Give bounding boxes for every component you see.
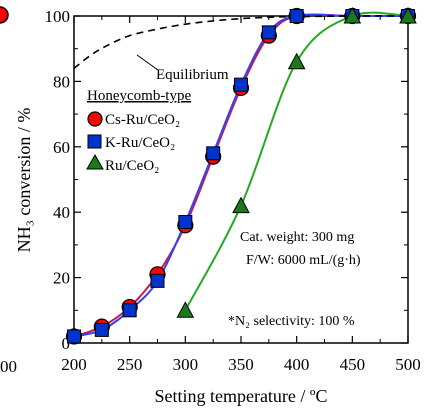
legend-label-ru: Ru/CeO₂ xyxy=(105,158,159,174)
y-tick-label: 0 xyxy=(62,334,71,353)
legend-title: Honeycomb-type xyxy=(87,88,191,104)
legend-label-cs: Cs-Ru/CeO₂ xyxy=(105,112,180,128)
ru-ceo-point xyxy=(343,6,362,24)
k-ru-ceo-point xyxy=(67,329,81,344)
k-ru-ceo-point xyxy=(122,303,137,318)
k-ru-ceo-point xyxy=(206,146,221,161)
legend-marker-ru xyxy=(86,153,104,170)
y-axis-title: NH₃ conversion / % xyxy=(14,108,34,253)
x-tick-label: 300 xyxy=(173,355,199,374)
x-tick-label: 400 xyxy=(284,355,310,374)
series-curves xyxy=(73,11,409,338)
axis-ticks xyxy=(73,15,409,344)
cat-weight-note: Cat. weight: 300 mg xyxy=(240,230,354,245)
left-fragment-tick-label: 00 xyxy=(0,357,17,376)
k-ru-ceo-point xyxy=(94,322,109,337)
y-tick-label: 60 xyxy=(53,138,70,157)
y-tick-label: 80 xyxy=(53,72,70,91)
y-tick-label: 20 xyxy=(53,269,70,288)
legend: Honeycomb-type Cs-Ru/CeO₂ K-Ru/CeO₂ Ru/C… xyxy=(86,88,191,174)
k-ru-ceo-point xyxy=(289,9,304,23)
left-fragment-marker xyxy=(0,6,9,24)
selectivity-note: *N₂ selectivity: 100 % xyxy=(228,314,355,329)
x-tick-label: 250 xyxy=(117,355,143,374)
equilibrium-leader-line xyxy=(136,54,159,71)
plot-frame xyxy=(73,15,409,344)
ru-ceo-point xyxy=(287,52,306,70)
x-tick-label: 200 xyxy=(61,355,87,374)
ru-ceo-point xyxy=(232,196,250,214)
equilibrium-label: Equilibrium xyxy=(156,67,229,83)
cs-ru-ceo-curve xyxy=(73,13,408,338)
ru-ceo-point xyxy=(399,6,417,24)
legend-marker-cs xyxy=(87,111,103,127)
ru-ceo-point xyxy=(176,301,195,318)
axis-tick-labels: 200 250 300 350 400 450 500 0 20 40 60 80 100 xyxy=(45,7,421,374)
legend-label-k: K-Ru/CeO₂ xyxy=(105,135,175,151)
y-tick-label: 100 xyxy=(45,7,71,26)
left-panel-fragment: 00 xyxy=(0,6,17,376)
k-ru-ceo-point xyxy=(150,273,165,288)
y-tick-label: 40 xyxy=(53,203,70,222)
k-ru-ceo-point xyxy=(234,77,248,92)
k-ru-ceo-curve xyxy=(73,13,408,338)
legend-marker-k xyxy=(87,134,102,149)
x-axis-title: Setting temperature / ºC xyxy=(154,386,327,406)
x-tick-label: 500 xyxy=(395,355,421,374)
equilibrium-curve xyxy=(73,15,409,69)
series-markers xyxy=(65,6,417,345)
k-ru-ceo-point xyxy=(261,25,276,40)
x-tick-label: 350 xyxy=(228,355,254,374)
x-tick-label: 450 xyxy=(340,355,366,374)
flow-rate-note: F/W: 6000 mL/(g·h) xyxy=(246,253,361,268)
k-ru-ceo-point xyxy=(178,215,193,230)
